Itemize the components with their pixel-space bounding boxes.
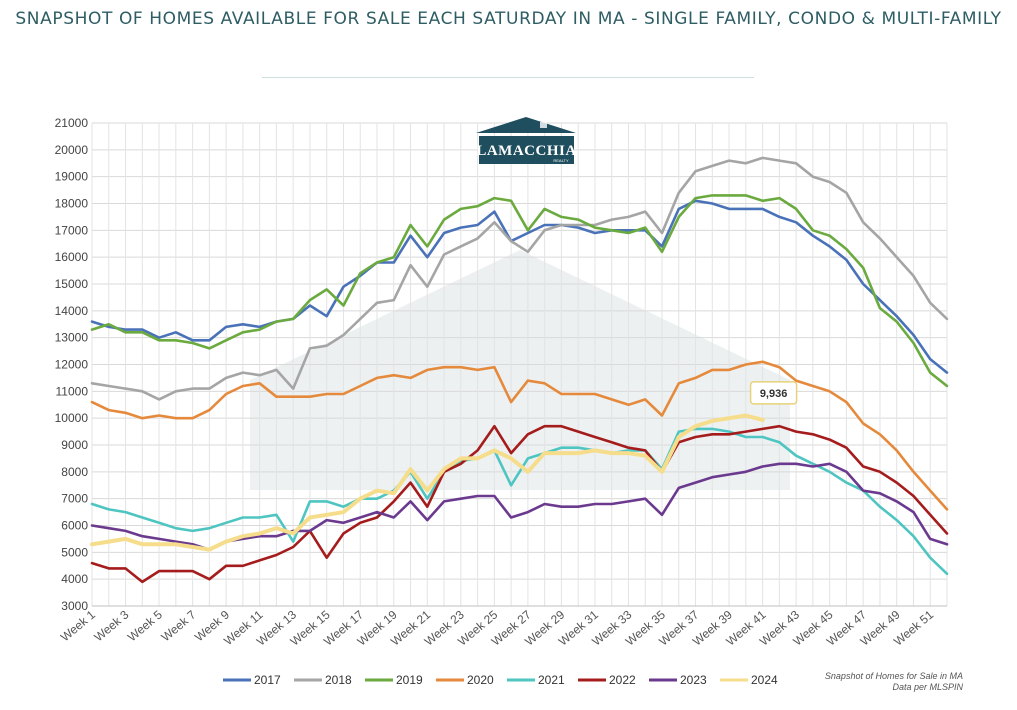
x-tick-label: Week 3 (91, 607, 131, 644)
y-tick-label: 11000 (56, 384, 89, 398)
title-divider (262, 77, 754, 78)
callout-label: 9,936 (760, 388, 788, 400)
series-line-2018 (90, 156, 949, 401)
legend-label-2024: 2024 (751, 673, 778, 687)
series-lines (90, 156, 949, 584)
series-line-2021 (90, 427, 949, 576)
lamacchia-logo: LAMACCHIA REALTY (476, 117, 576, 164)
source-line-1: Snapshot of Homes for Sale in MA (825, 671, 963, 681)
legend-label-2021: 2021 (538, 673, 565, 687)
logo-name: LAMACCHIA (476, 143, 576, 159)
y-tick-label: 16000 (55, 250, 89, 264)
y-tick-label: 5000 (61, 545, 88, 559)
chart-grid (91, 122, 948, 607)
watermark-roof (250, 250, 790, 380)
callout-box (749, 381, 798, 405)
y-tick-label: 8000 (61, 465, 88, 479)
chart-legend: 2017 2018 2019 2020 2021 2022 2023 2024 (223, 673, 778, 687)
y-tick-label: 6000 (61, 519, 88, 533)
y-tick-label: 3000 (61, 599, 88, 613)
legend-label-2023: 2023 (680, 673, 707, 687)
legend-label-2019: 2019 (396, 673, 423, 687)
y-tick-label: 19000 (55, 170, 89, 184)
y-axis: 3000 4000 5000 6000 7000 8000 9000 10000 11000 12… (55, 116, 89, 613)
series-line-2022 (90, 424, 949, 584)
chart-title: SNAPSHOT OF HOMES AVAILABLE FOR SALE EAC… (15, 9, 1002, 29)
y-tick-label: 14000 (55, 304, 89, 318)
y-tick-label: 10000 (55, 411, 89, 425)
legend-label-2020: 2020 (467, 673, 494, 687)
y-tick-label: 21000 (55, 116, 89, 130)
y-tick-label: 7000 (61, 492, 88, 506)
y-tick-label: 20000 (55, 143, 89, 157)
y-tick-label: 9000 (61, 438, 88, 452)
y-tick-label: 15000 (55, 277, 89, 291)
y-tick-label: 13000 (55, 331, 89, 345)
x-tick-label: Week 5 (125, 607, 165, 644)
y-tick-label: 12000 (55, 358, 89, 372)
series-line-2017 (90, 199, 949, 374)
y-tick-label: 4000 (61, 572, 88, 586)
x-tick-label: Week 7 (159, 607, 199, 644)
watermark (250, 250, 790, 490)
logo-sub: REALTY (553, 158, 569, 163)
legend-label-2018: 2018 (325, 673, 352, 687)
series-line-2024 (90, 413, 765, 552)
source-line-2: Data per MLSPIN (892, 682, 963, 692)
series-line-2020 (90, 360, 949, 511)
value-callout: 9,936 (749, 381, 798, 405)
y-tick-label: 18000 (55, 197, 89, 211)
legend-label-2022: 2022 (609, 673, 636, 687)
legend-label-2017: 2017 (254, 673, 281, 687)
series-line-2019 (90, 194, 949, 388)
y-tick-label: 17000 (55, 223, 89, 237)
